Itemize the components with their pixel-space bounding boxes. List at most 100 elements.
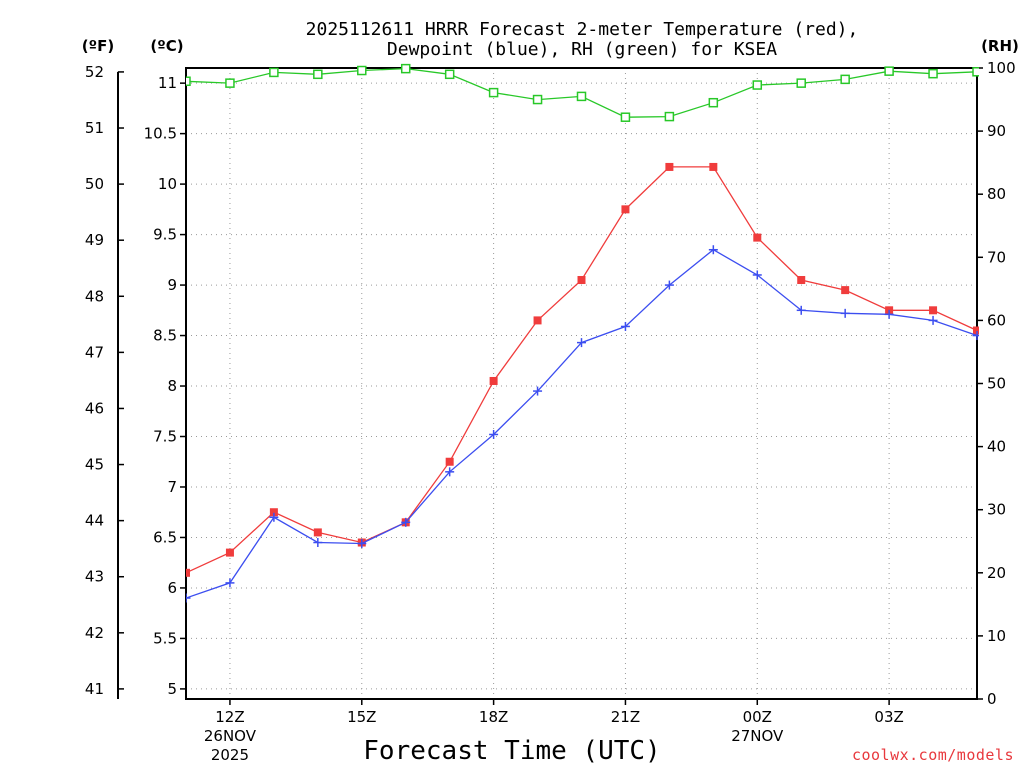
temperature-point [797, 276, 806, 285]
celsius-tick-label: 10 [158, 175, 177, 193]
tick-labels: 5 5.5 6 6.5 7 7.5 8 8.5 9 9.5 10 10.5 11 41 42 43 44 45 46… [85, 59, 1016, 764]
x-axis-label: Forecast Time (UTC) [363, 736, 660, 766]
chart-title-line1: 2025112611 HRRR Forecast 2-meter Tempera… [306, 19, 859, 40]
rh-tick-label: 80 [987, 185, 1006, 203]
rh-point [796, 78, 806, 88]
celsius-tick-label: 9 [167, 276, 177, 294]
dewpoint-point [225, 578, 235, 588]
rh-tick-label: 10 [987, 627, 1006, 645]
rh-tick-label: 30 [987, 501, 1006, 519]
temperature-point [533, 316, 542, 325]
celsius-tick-label: 6 [167, 579, 177, 597]
axes [117, 67, 983, 705]
fahrenheit-tick-label: 51 [85, 119, 104, 137]
temperature-point [973, 326, 979, 335]
temperature-point [269, 508, 278, 517]
x-tick-label: 21Z [611, 708, 640, 726]
rh-tick-label: 0 [987, 690, 997, 708]
x-date-label: 26NOV [204, 727, 257, 745]
dewpoint-point [489, 429, 499, 439]
temperature-point [225, 548, 234, 557]
rh-point [400, 63, 411, 74]
celsius-tick-label: 7 [167, 478, 177, 496]
fahrenheit-tick-label: 41 [85, 680, 104, 698]
x-year-label: 2025 [211, 746, 249, 764]
temperature-point [841, 286, 850, 295]
dewpoint-point [357, 539, 367, 549]
fahrenheit-tick-label: 47 [85, 343, 104, 361]
rh-tick-label: 60 [987, 311, 1006, 329]
x-tick-label: 18Z [479, 708, 508, 726]
rh-point [972, 67, 979, 77]
dewpoint-point [533, 386, 543, 396]
temperature-point [577, 276, 586, 285]
rh-point [186, 76, 191, 87]
temperature-point [665, 162, 674, 171]
plot-frame [185, 67, 978, 700]
temperature-point [445, 457, 454, 466]
temperature-point [709, 162, 718, 171]
fahrenheit-tick-label: 52 [85, 63, 104, 81]
dewpoint-point [796, 305, 806, 315]
rh-point [444, 69, 455, 80]
dewpoint-point [884, 309, 894, 319]
x-tick-label: 12Z [215, 708, 244, 726]
dewpoint-point [752, 270, 762, 280]
celsius-tick-label: 8 [167, 377, 177, 395]
credit-text: coolwx.com/models [852, 746, 1014, 764]
fahrenheit-tick-label: 44 [85, 512, 104, 530]
x-tick-label: 00Z [743, 708, 772, 726]
fahrenheit-tick-label: 43 [85, 568, 104, 586]
rh-unit-label: (RH) [981, 37, 1019, 55]
celsius-tick-label: 8.5 [153, 327, 177, 345]
celsius-tick-label: 10.5 [144, 125, 177, 143]
dewpoint-point [577, 338, 586, 348]
chart-title-line2: Dewpoint (blue), RH (green) for KSEA [387, 39, 777, 60]
celsius-tick-label: 11 [158, 74, 177, 92]
rh-tick-label: 20 [987, 564, 1006, 582]
fahrenheit-tick-label: 48 [85, 287, 104, 305]
rh-tick-label: 50 [987, 375, 1006, 393]
rh-point [313, 69, 323, 80]
dewpoint-point [928, 315, 938, 325]
dewpoint-point [269, 512, 279, 522]
rh-tick-label: 100 [987, 59, 1016, 77]
x-tick-label: 03Z [874, 708, 903, 726]
celsius-tick-label: 5 [167, 680, 177, 698]
dewpoint-point [313, 538, 323, 548]
rh-point [928, 68, 938, 79]
temperature-point [753, 233, 762, 242]
rh-point [269, 67, 279, 78]
rh-point [488, 87, 499, 98]
dewpoint-point [620, 321, 630, 331]
rh-point [884, 66, 894, 76]
temperature-point [929, 306, 938, 315]
fahrenheit-tick-label: 46 [85, 399, 104, 417]
rh-point [225, 78, 235, 88]
temperature-line [186, 166, 978, 574]
dewpoint-point [972, 331, 979, 341]
temperature-point [186, 568, 190, 577]
dewpoint-point [445, 467, 455, 477]
rh-tick-label: 90 [987, 122, 1006, 140]
temperature-point [313, 528, 322, 537]
dewpoint-line [186, 248, 978, 599]
rh-point [357, 65, 367, 76]
rh-point [532, 94, 543, 105]
dewpoint-point [708, 245, 718, 255]
rh-point [664, 111, 675, 122]
rh-tick-label: 40 [987, 438, 1006, 456]
dewpoint-point [186, 593, 191, 603]
data-series [186, 63, 979, 603]
celsius-tick-label: 7.5 [153, 428, 177, 446]
celsius-tick-label: 5.5 [153, 629, 177, 647]
fahrenheit-tick-label: 42 [85, 624, 104, 642]
rh-point [840, 74, 850, 85]
x-date-label: 27NOV [731, 727, 784, 745]
dewpoint-point [840, 308, 850, 318]
celsius-unit-label: (ºC) [150, 37, 183, 55]
rh-tick-label: 70 [987, 248, 1006, 266]
fahrenheit-tick-label: 49 [85, 231, 104, 249]
temperature-point [489, 376, 498, 385]
